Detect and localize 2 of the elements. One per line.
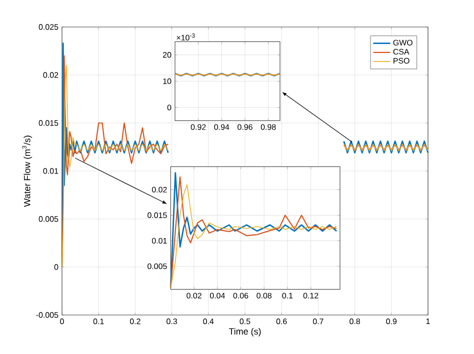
y-axis-title: Water Flow (m$^{3}$/s) xyxy=(22,136,32,207)
x-axis-title: Time (s) xyxy=(228,328,261,336)
